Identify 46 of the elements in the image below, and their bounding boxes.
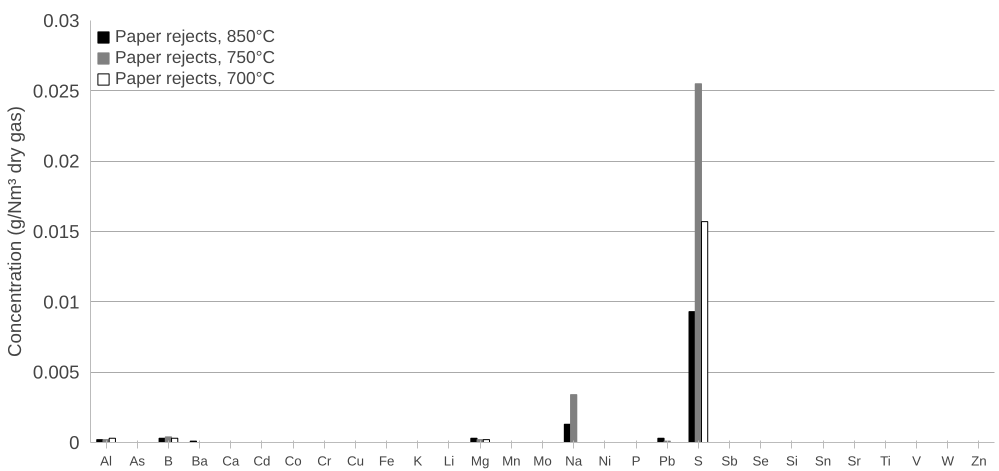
- x-tick-label: As: [129, 454, 146, 468]
- y-tick-label: 0.025: [32, 80, 80, 102]
- x-tick-label: Ca: [222, 454, 240, 468]
- x-tick-label: Al: [100, 454, 112, 468]
- x-tick-label: Zn: [971, 454, 987, 468]
- x-tick-label: Si: [786, 454, 798, 468]
- x-tick-label: Mn: [502, 454, 521, 468]
- x-tick-label: Cd: [253, 454, 270, 468]
- x-tick-label: Li: [444, 454, 454, 468]
- x-tick-label: Mg: [470, 454, 490, 468]
- y-tick-label: 0.03: [43, 10, 80, 31]
- x-tick-label: Ti: [880, 454, 891, 468]
- x-tick-label: S: [694, 454, 703, 468]
- bar: [171, 438, 178, 442]
- y-tick-label: 0: [69, 432, 80, 453]
- x-tick-label: Pb: [659, 454, 676, 468]
- x-tick-label: Sn: [814, 454, 832, 468]
- x-tick-label: V: [912, 454, 922, 468]
- x-tick-label: Ba: [191, 454, 208, 468]
- x-tick-label: Sb: [721, 454, 738, 468]
- y-tick-label: 0.01: [43, 291, 80, 312]
- y-tick-label: 0.015: [32, 221, 80, 242]
- x-tick-label: W: [941, 454, 954, 468]
- x-tick-label: Cr: [317, 454, 332, 468]
- bar: [570, 394, 578, 442]
- bar: [108, 438, 116, 442]
- legend-label: Paper rejects, 750°C: [115, 47, 276, 68]
- x-tick-label: Fe: [378, 454, 394, 468]
- x-tick-label: Cu: [346, 454, 364, 468]
- legend-label: Paper rejects, 700°C: [115, 68, 276, 89]
- x-tick-label: Na: [565, 454, 583, 468]
- x-tick-label: Se: [752, 454, 769, 468]
- y-tick-label: 0.02: [43, 150, 80, 172]
- x-tick-label: Ni: [598, 454, 612, 468]
- y-axis-title: Concentration (g/Nm³ dry gas): [4, 106, 25, 357]
- x-tick-label: Sr: [848, 454, 862, 468]
- x-tick-label: Mo: [533, 454, 552, 468]
- y-tick-label: 0.005: [32, 362, 80, 383]
- bar: [694, 83, 702, 442]
- legend-label: Paper rejects, 850°C: [115, 26, 276, 47]
- x-tick-label: P: [632, 454, 641, 468]
- x-tick-label: K: [413, 454, 422, 468]
- bar: [482, 439, 490, 442]
- bar: [700, 221, 708, 442]
- x-tick-label: Co: [284, 454, 302, 468]
- x-tick-label: B: [164, 454, 173, 468]
